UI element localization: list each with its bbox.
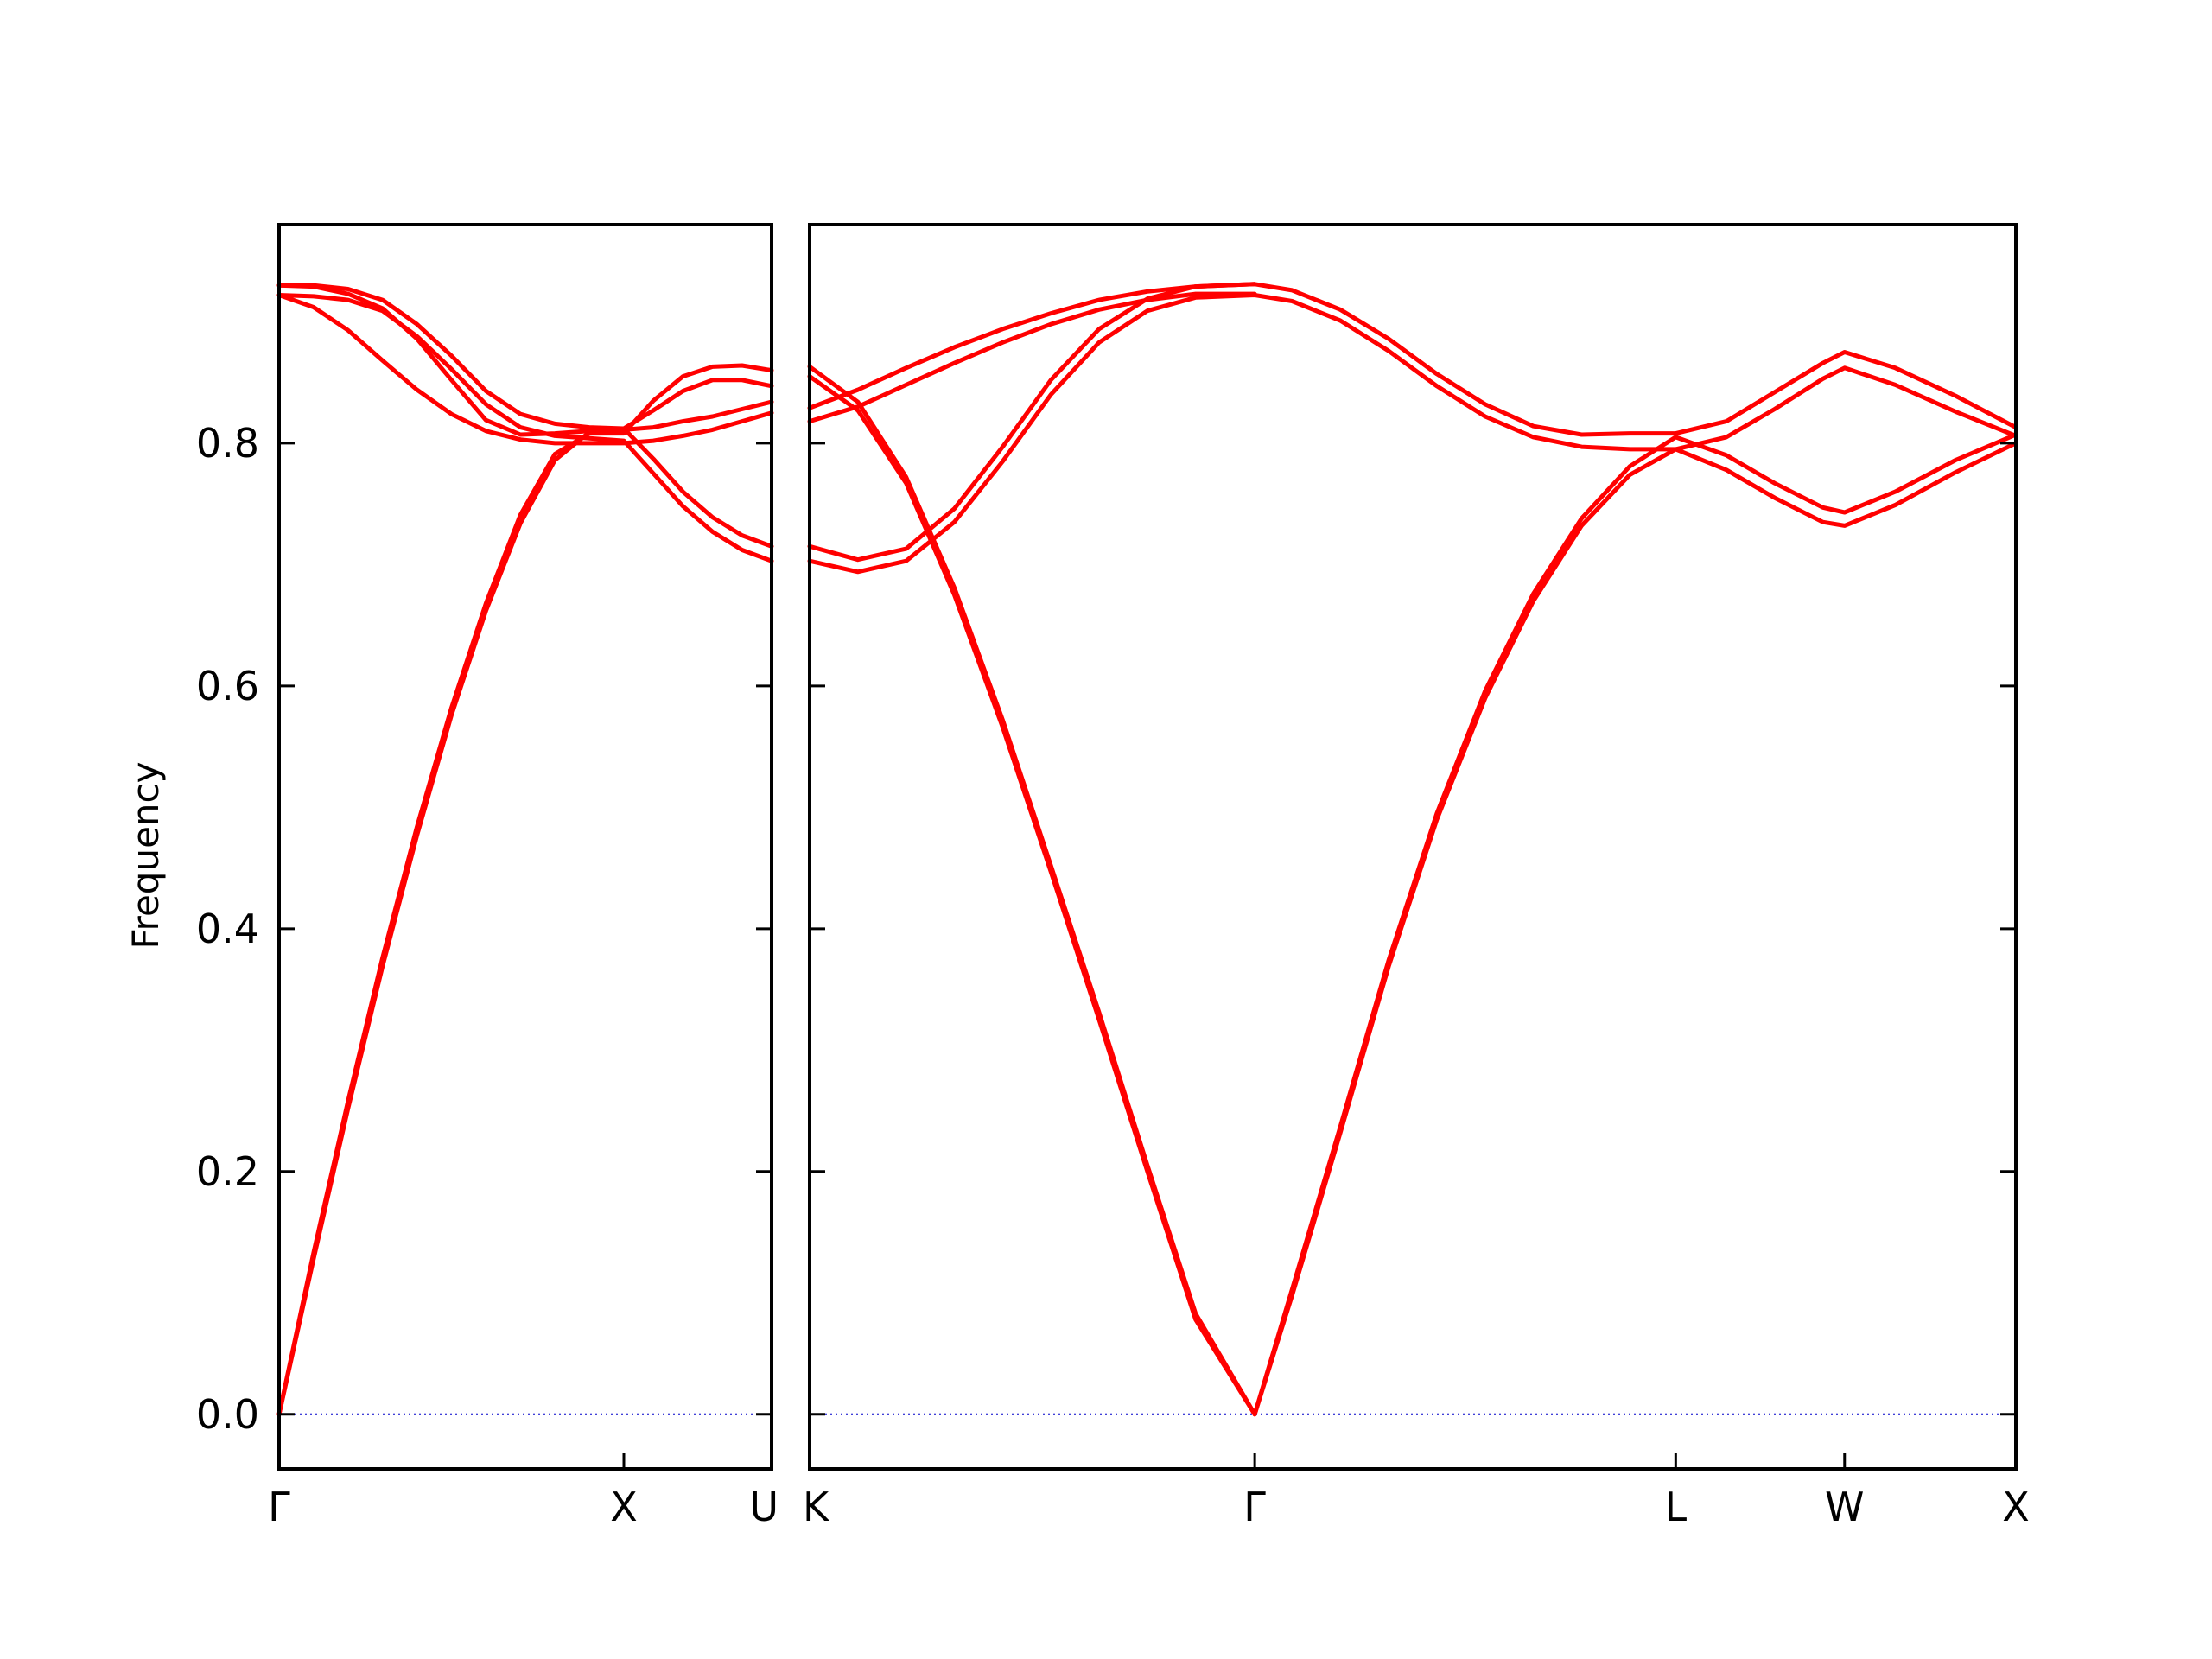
axes-frame xyxy=(277,223,773,1471)
x-tick-label: Γ xyxy=(268,1484,290,1530)
band-line-1 xyxy=(807,374,2018,1417)
band-line-4 xyxy=(276,283,774,549)
y-axis-ticks: 0.0 0.2 0.4 0.6 0.8 xyxy=(196,420,259,1438)
y-axis-label: Frequency xyxy=(124,762,167,950)
x-tick-label: K xyxy=(803,1484,830,1530)
x-tick-label: U xyxy=(749,1484,779,1530)
band-line-1 xyxy=(276,378,774,1417)
band-line-5 xyxy=(807,291,1257,424)
y-tick-label: 0.6 xyxy=(196,663,259,709)
axes-frame xyxy=(808,223,2018,1471)
y-tick-label: 0.4 xyxy=(196,906,259,952)
band-line-6 xyxy=(276,283,774,437)
x-tick-label: X xyxy=(2002,1484,2030,1530)
x-tick-label: L xyxy=(1665,1484,1688,1530)
y-tick-label: 0.8 xyxy=(196,420,259,467)
band-line-2 xyxy=(276,363,774,1417)
band-line-3 xyxy=(807,293,2018,575)
band-line-5 xyxy=(276,293,774,446)
band-line-3 xyxy=(276,293,774,563)
y-tick-label: 0.2 xyxy=(196,1148,259,1195)
x-tick-label: W xyxy=(1825,1484,1864,1530)
band-line-6 xyxy=(807,282,1257,410)
band-line-4 xyxy=(807,282,2018,563)
x-tick-label: X xyxy=(610,1484,638,1530)
band-line-2 xyxy=(807,364,2018,1417)
y-tick-label: 0.0 xyxy=(196,1391,259,1438)
x-tick-label: Γ xyxy=(1243,1484,1266,1530)
